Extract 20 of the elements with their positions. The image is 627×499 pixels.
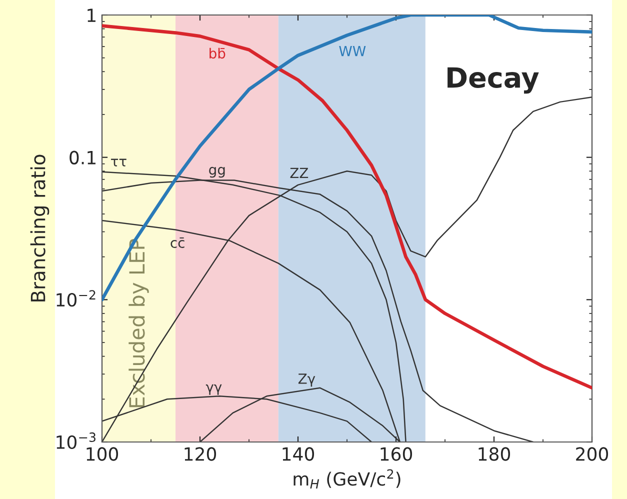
y-axis-title: Branching ratio — [30, 154, 50, 302]
y-tick-label: 1 — [88, 8, 96, 22]
series-label: bb̄ — [210, 48, 226, 59]
annotation: Decay — [448, 67, 539, 94]
series-label: Zγ — [298, 374, 316, 387]
x-tick-label: 140 — [282, 447, 314, 461]
x-tick-label: 180 — [478, 447, 510, 461]
x-tick-label: 100 — [86, 447, 118, 461]
series-label: ττ — [111, 158, 126, 166]
series-label: WW — [339, 46, 366, 56]
x-tick-label: 160 — [380, 447, 412, 461]
series-label: ZZ — [290, 168, 308, 178]
series-label: gg — [209, 166, 225, 178]
x-tick-label: 120 — [184, 447, 216, 461]
y-tick-label: 0.1 — [70, 150, 96, 164]
x-tick-label: 200 — [576, 447, 608, 461]
series-label: γγ — [206, 384, 222, 395]
y-tick-label: 10$^{−2}$ — [56, 290, 96, 307]
x-axis-title: m$_{H}$ (GeV/c$^{2}$) — [294, 469, 400, 488]
series-label: cc̄ — [170, 237, 184, 248]
